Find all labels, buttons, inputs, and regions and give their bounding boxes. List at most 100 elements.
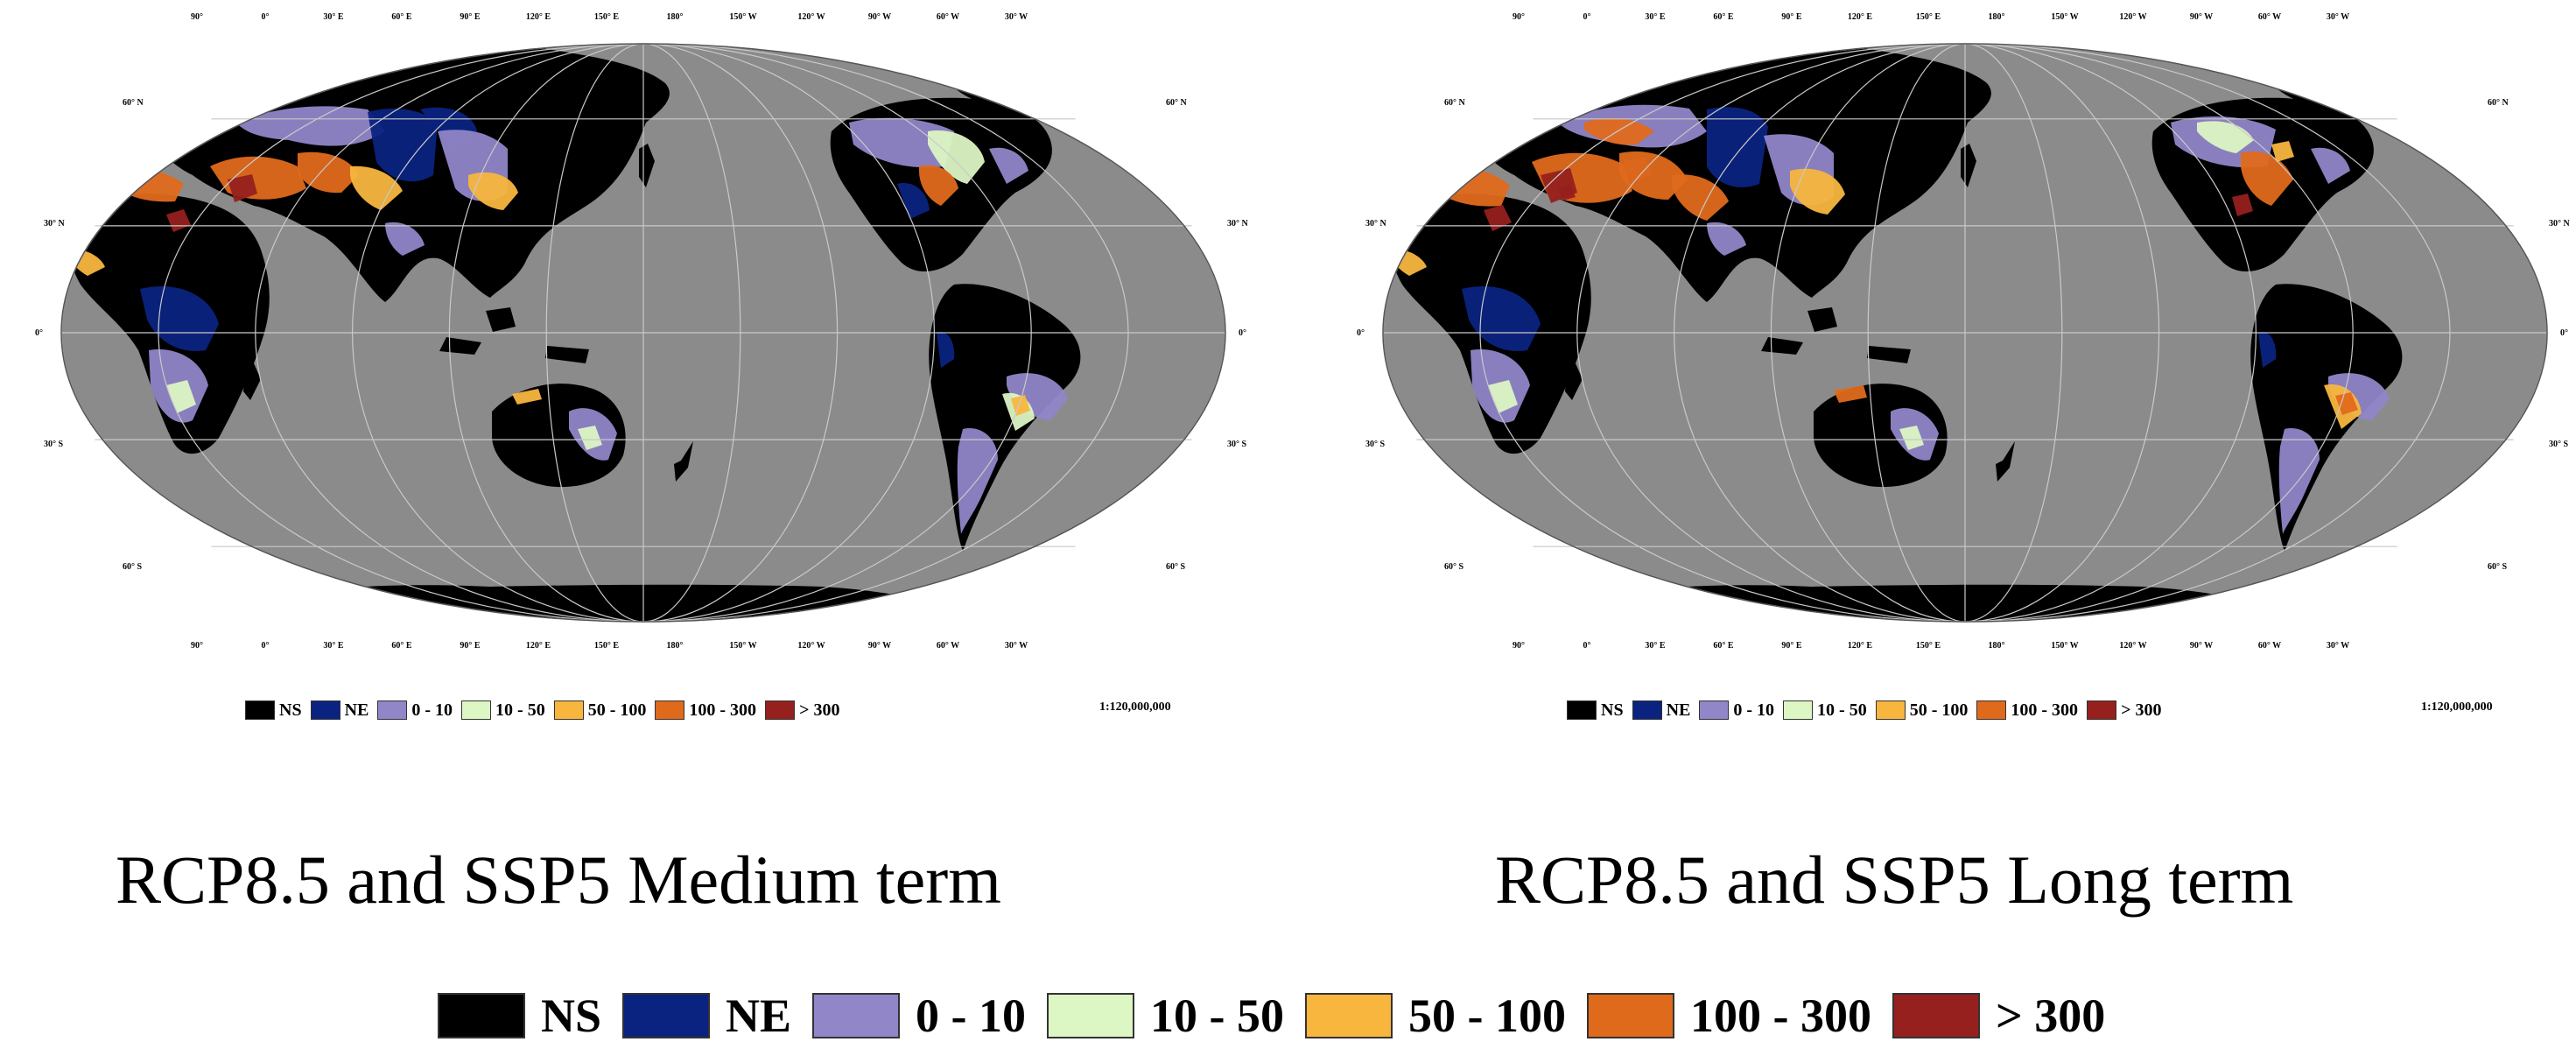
legend-label: NE [1666, 700, 1691, 720]
heat-region [2311, 147, 2350, 184]
lon-label-top: 150° W [729, 12, 756, 22]
lon-label-top: 30° W [2327, 12, 2349, 22]
legend-swatch [461, 700, 492, 720]
lon-label-top: 180° [1989, 12, 2005, 22]
legend-swatch [1567, 700, 1597, 720]
legend-swatch [438, 993, 525, 1038]
lon-label-top: 120° W [797, 12, 825, 22]
heat-region [236, 106, 385, 146]
lon-label-top: 0° [1583, 12, 1591, 22]
legend-swatch [553, 700, 584, 720]
legend-label: > 300 [799, 700, 840, 720]
lon-label-bottom: 150° E [594, 641, 619, 651]
lon-label-bottom: 60° W [2258, 641, 2281, 651]
heat-region [1834, 385, 1867, 403]
legend-swatch [1699, 700, 1730, 720]
legend-label: > 300 [2121, 700, 2162, 720]
lon-label-bottom: 90° [191, 641, 203, 651]
heat-region [512, 389, 542, 405]
lon-label-bottom: 120° E [526, 641, 551, 651]
land-newguinea [1867, 346, 1911, 363]
legend-swatch [812, 993, 901, 1038]
heat-region [578, 426, 602, 450]
lat-label-left: 30° N [1365, 219, 1386, 229]
lon-label-top: 180° [667, 12, 684, 22]
lon-label-top: 90° E [460, 12, 480, 22]
lon-label-bottom: 90° W [2190, 641, 2213, 651]
heat-region [2258, 332, 2277, 368]
land-uk [131, 117, 147, 138]
legend-swatch [245, 700, 275, 720]
lat-label-left: 30° S [1365, 440, 1385, 449]
heat-region [1707, 222, 1746, 256]
lat-label-left: 60° S [123, 562, 142, 572]
legend-swatch [1783, 700, 1814, 720]
lon-label-bottom: 30° E [323, 641, 343, 651]
lon-label-bottom: 180° [667, 641, 684, 651]
heat-region [957, 428, 998, 534]
heat-region [1462, 285, 1541, 351]
lon-label-top: 90° W [868, 12, 891, 22]
lon-label-top: 30° E [1645, 12, 1665, 22]
lon-label-bottom: 120° W [797, 641, 825, 651]
legend-label: NE [726, 989, 792, 1042]
lat-label-right: 30° N [2549, 219, 2570, 229]
legend-swatch [377, 700, 408, 720]
lat-label-left: 0° [35, 328, 43, 338]
lat-label-right: 0° [1239, 328, 1246, 338]
lon-label-bottom: 60° W [937, 641, 959, 651]
lon-label-top: 90° E [1781, 12, 1801, 22]
lon-label-top: 150° W [2051, 12, 2078, 22]
legend-label: 50 - 100 [1408, 989, 1566, 1042]
lat-label-right: 60° S [2488, 562, 2507, 572]
lon-label-top: 150° E [1916, 12, 1941, 22]
lat-label-left: 60° S [1444, 562, 1463, 572]
legend-label: 0 - 10 [411, 700, 453, 720]
heat-region [385, 222, 425, 256]
legend-swatch [622, 993, 711, 1038]
heat-region [1484, 205, 1512, 231]
lon-label-bottom: 60° E [391, 641, 411, 651]
heat-region [849, 117, 954, 168]
land-madagascar [243, 363, 261, 400]
land-nz [674, 441, 693, 482]
heat-region [368, 109, 438, 182]
lon-label-top: 90° [191, 12, 203, 22]
land-nz [1996, 441, 2015, 482]
world-map-long: 90° 0° 30° E 60° E 90° E 120° E 150° E 180° 150°… [1357, 12, 2570, 651]
caption-medium-term: RCP8.5 and SSP5 Medium term [116, 841, 1001, 918]
legend-swatch [1632, 700, 1662, 720]
lon-label-top: 90° W [2190, 12, 2213, 22]
scale-label-medium: 1:120,000,000 [1099, 700, 1171, 714]
lat-label-right: 60° S [1166, 562, 1185, 572]
heat-region [1584, 117, 1654, 145]
heat-region [928, 130, 985, 184]
lon-label-top: 90° [1513, 12, 1525, 22]
lon-label-bottom: 90° W [868, 641, 891, 651]
heat-region [2241, 151, 2293, 206]
heat-region [919, 165, 958, 206]
map-legend-medium: NS NE 0 - 10 10 - 50 50 - 100 100 - 300 > 300 [245, 699, 848, 722]
legend-swatch [1892, 993, 1980, 1038]
legend-swatch [765, 700, 796, 720]
heat-region [228, 174, 257, 202]
lon-label-top: 60° W [937, 12, 959, 22]
legend-label: NS [279, 700, 302, 720]
heat-region [937, 332, 955, 368]
heat-region [140, 285, 219, 351]
lat-label-right: 30° S [1227, 440, 1246, 449]
lat-label-left: 60° N [123, 98, 144, 108]
lat-label-left: 60° N [1444, 98, 1465, 108]
legend-swatch [1047, 993, 1135, 1038]
legend-label: > 300 [1995, 989, 2106, 1042]
lon-label-top: 120° W [2119, 12, 2146, 22]
legend-label: NS [1601, 700, 1624, 720]
lon-label-top: 0° [262, 12, 270, 22]
land-borneo [1807, 307, 1837, 332]
legend-label: 10 - 50 [1817, 700, 1867, 720]
land-australia [1814, 384, 1948, 488]
heat-region [298, 151, 359, 194]
heat-region [2232, 194, 2253, 216]
heat-region [1790, 168, 1845, 215]
heat-region [350, 165, 403, 210]
